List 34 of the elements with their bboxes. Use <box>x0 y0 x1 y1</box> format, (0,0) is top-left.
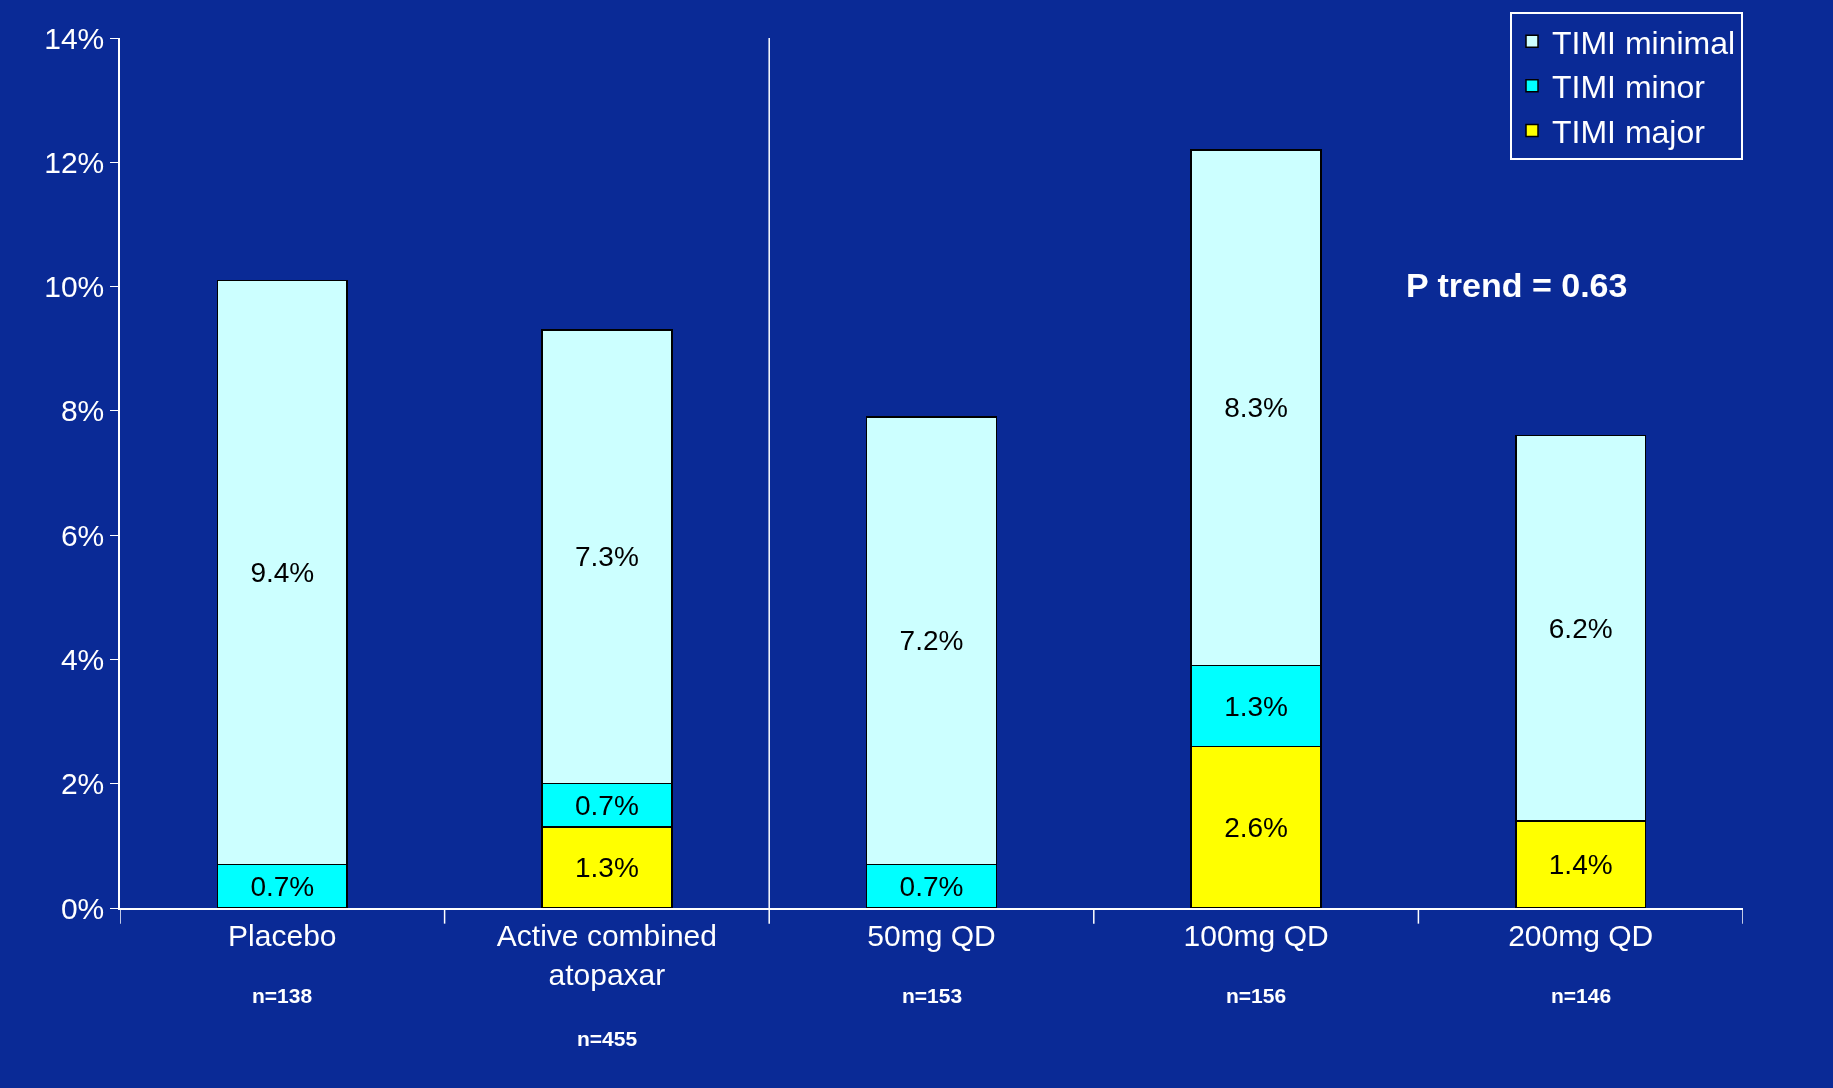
annotation: P trend = 0.63 <box>1406 266 1628 304</box>
x-tick-label: 200mg QD <box>1508 918 1654 952</box>
data-label: 1.4% <box>1548 849 1613 880</box>
data-label: 1.3% <box>574 852 639 884</box>
x-tick-label: Placebo <box>228 918 337 952</box>
data-label: 8.3% <box>1224 392 1289 424</box>
y-tick-label: 2% <box>60 767 105 801</box>
y-tick-label: 14% <box>44 21 105 55</box>
y-tick-label: 8% <box>60 394 105 428</box>
y-tick-label: 12% <box>44 145 105 179</box>
legend-label: TIMI minimal <box>1552 24 1736 61</box>
y-tick-label: 6% <box>60 518 105 552</box>
x-tick-label: 100mg QD <box>1183 918 1329 952</box>
data-label: 0.7% <box>899 870 964 902</box>
data-label: 0.7% <box>250 870 315 902</box>
data-label: 0.7% <box>574 789 639 821</box>
data-label: 2.6% <box>1224 811 1289 843</box>
text: n=455 <box>577 1027 638 1050</box>
text: n=146 <box>1551 984 1612 1007</box>
legend-label: TIMI major <box>1552 113 1706 150</box>
y-tick-label: 10% <box>44 270 105 304</box>
data-label: 9.4% <box>250 556 315 588</box>
data-label: 1.3% <box>1224 690 1289 722</box>
y-tick-label: 0% <box>60 891 105 925</box>
text: n=138 <box>252 984 313 1007</box>
text: n=156 <box>1226 984 1287 1007</box>
x-tick-label: 50mg QD <box>867 918 996 952</box>
x-tick-label: Active combined atopaxar <box>496 918 717 991</box>
data-label: 7.2% <box>899 625 964 657</box>
y-tick-label: 4% <box>60 642 105 676</box>
data-label: 7.3% <box>574 541 639 573</box>
data-label: 6.2% <box>1548 612 1613 644</box>
legend-label: TIMI minor <box>1552 69 1706 106</box>
text: n=153 <box>902 984 963 1007</box>
